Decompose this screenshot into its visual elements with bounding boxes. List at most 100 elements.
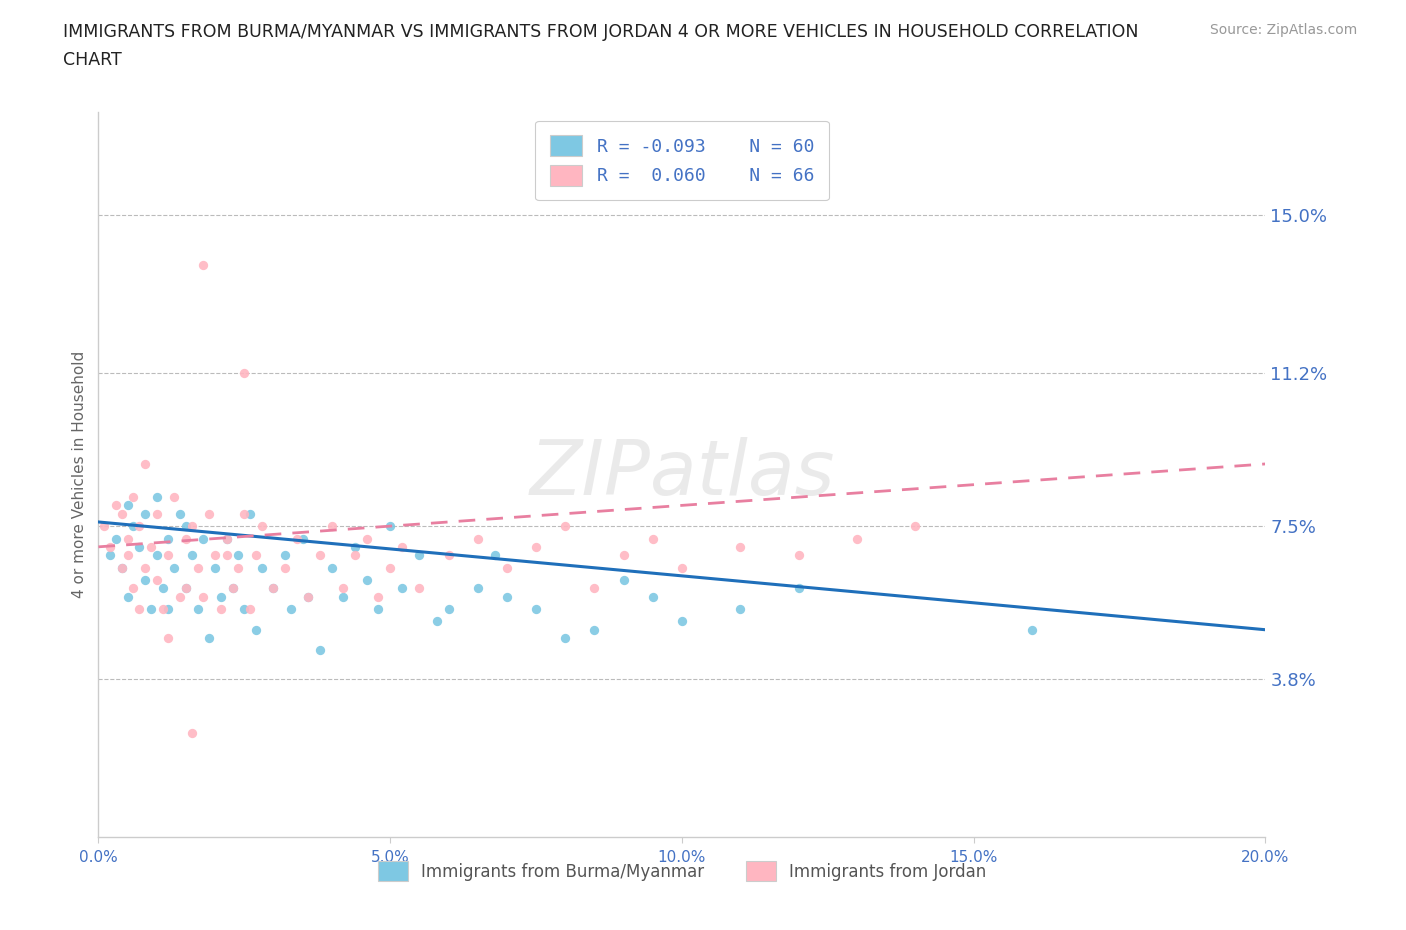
Point [215,548,238,563]
Point [233,602,256,617]
Point [174,581,197,596]
Point [408,548,430,563]
Point [152,602,174,617]
Point [484,548,506,563]
Point [641,589,664,604]
Point [122,581,145,596]
Point [134,560,156,575]
Point [380,519,402,534]
Point [187,560,209,575]
Point [332,581,354,596]
Point [193,258,215,272]
Point [193,589,215,604]
Point [146,506,169,521]
Point [391,539,413,554]
Point [274,560,297,575]
Point [309,643,332,658]
Point [245,622,267,637]
Point [356,531,378,546]
Point [215,531,238,546]
Point [209,589,232,604]
Point [233,365,256,380]
Point [128,539,150,554]
Point [117,589,139,604]
Point [1021,622,1043,637]
Point [297,589,319,604]
Point [280,602,302,617]
Point [671,614,693,629]
Point [146,573,169,588]
Point [117,531,139,546]
Point [239,602,262,617]
Point [111,560,134,575]
Point [496,560,519,575]
Point [426,614,449,629]
Point [262,581,284,596]
Point [122,490,145,505]
Point [321,560,343,575]
Point [467,531,489,546]
Point [163,490,186,505]
Point [139,602,162,617]
Point [157,548,180,563]
Point [524,539,547,554]
Text: ZIPatlas: ZIPatlas [529,437,835,512]
Point [180,548,202,563]
Point [356,573,378,588]
Point [321,519,343,534]
Point [408,581,430,596]
Point [215,531,238,546]
Point [228,548,250,563]
Point [157,631,180,645]
Point [111,560,134,575]
Point [554,631,576,645]
Point [554,519,576,534]
Point [344,539,367,554]
Point [187,602,209,617]
Point [157,602,180,617]
Point [204,548,226,563]
Point [233,506,256,521]
Point [117,498,139,512]
Point [671,560,693,575]
Point [174,519,197,534]
Point [228,560,250,575]
Point [180,726,202,741]
Point [250,519,273,534]
Point [245,548,267,563]
Point [641,531,664,546]
Point [152,581,174,596]
Point [285,531,308,546]
Point [128,519,150,534]
Point [787,581,810,596]
Point [846,531,869,546]
Point [169,506,191,521]
Point [787,548,810,563]
Point [274,548,297,563]
Text: Source: ZipAtlas.com: Source: ZipAtlas.com [1209,23,1357,37]
Point [496,589,519,604]
Y-axis label: 4 or more Vehicles in Household: 4 or more Vehicles in Household [72,351,87,598]
Point [163,560,186,575]
Point [98,548,121,563]
Point [117,548,139,563]
Point [157,531,180,546]
Point [297,589,319,604]
Point [122,519,145,534]
Point [730,539,752,554]
Point [134,573,156,588]
Point [291,531,314,546]
Point [128,602,150,617]
Point [180,519,202,534]
Legend: Immigrants from Burma/Myanmar, Immigrants from Jordan: Immigrants from Burma/Myanmar, Immigrant… [364,848,1000,894]
Point [104,531,127,546]
Point [139,539,162,554]
Point [221,581,243,596]
Point [583,581,606,596]
Point [367,602,389,617]
Point [391,581,413,596]
Point [380,560,402,575]
Point [344,548,367,563]
Point [174,581,197,596]
Point [221,581,243,596]
